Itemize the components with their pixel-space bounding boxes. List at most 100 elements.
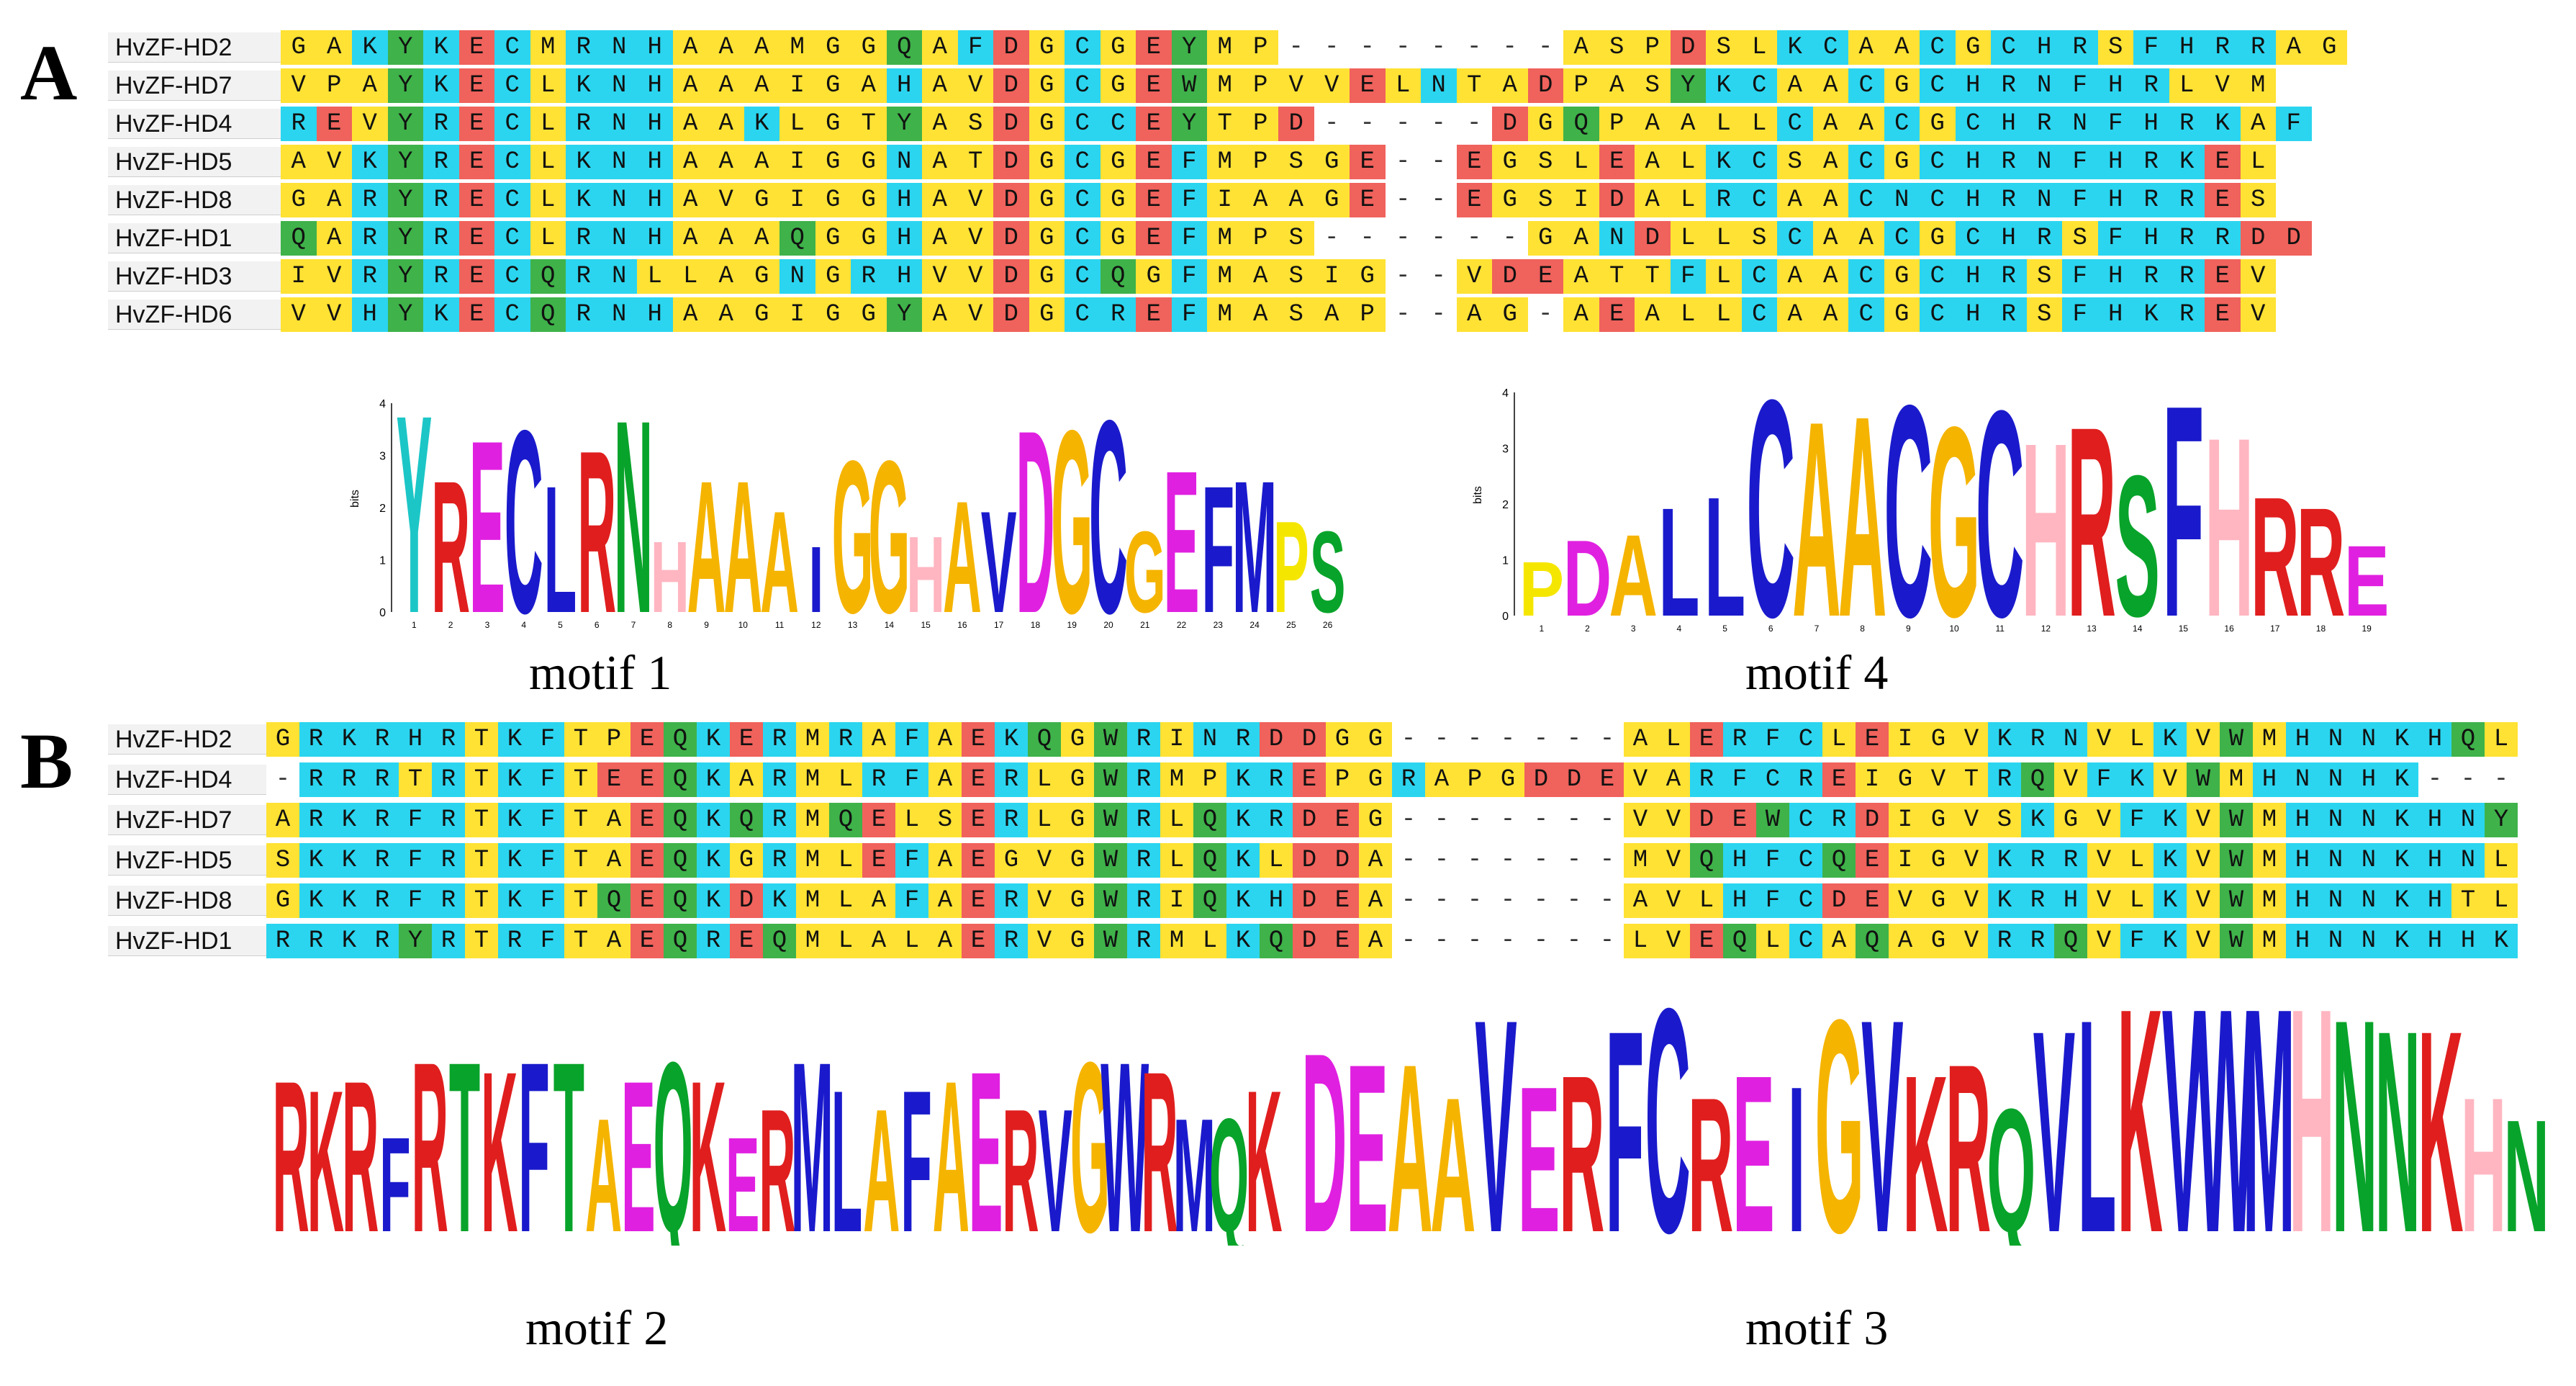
alignment-row: HvZF-HD4- R R R T R T K F T E E Q K A R M L R F A E R L G W R M P K R E…: [108, 762, 2518, 797]
residue-cell: T: [564, 883, 597, 918]
logo-position: 14: [2133, 624, 2143, 634]
logo-letter: F: [518, 1030, 549, 1246]
residue-cell: T: [564, 762, 597, 797]
residue-cell: G: [1100, 30, 1136, 65]
logo-position: 19: [1067, 620, 1077, 630]
residue-cell: M: [779, 30, 815, 65]
residue-cell: -: [1392, 924, 1425, 958]
residue-cell: C: [1065, 183, 1101, 217]
residue-cell: G: [1061, 843, 1094, 878]
residue-cell: A: [1624, 722, 1657, 757]
residue-cell: F: [399, 803, 432, 837]
residue-cell: C: [1789, 843, 1822, 878]
residue-cell: G: [744, 259, 779, 294]
residue-cell: P: [597, 722, 631, 757]
residue-cell: T: [465, 803, 498, 837]
logo-letter: V: [981, 482, 1017, 641]
residue-cell: K: [333, 843, 366, 878]
residue-cell: T: [1599, 259, 1635, 294]
logo-y-tick: 1: [1502, 555, 1509, 567]
logo-letter: A: [1792, 385, 1841, 644]
residue-cell: F: [399, 843, 432, 878]
residue-cell: H: [637, 145, 673, 179]
residue-cell: E: [1136, 68, 1172, 103]
residue-cell: V: [1314, 68, 1350, 103]
residue-cell: L: [829, 843, 862, 878]
residue-cell: A: [316, 183, 352, 217]
logo-letter: G: [1051, 396, 1093, 641]
residue-cell: R: [2026, 221, 2062, 256]
logo-letter: M: [791, 1030, 833, 1246]
residue-cell: Y: [2485, 803, 2518, 837]
residue-cell: C: [1756, 762, 1789, 797]
residue-cell: R: [1127, 883, 1160, 918]
residue-cell: A: [922, 183, 958, 217]
residue-cell: R: [1988, 924, 2021, 958]
logo-position: 16: [2224, 624, 2234, 634]
residue-cell: A: [922, 107, 958, 141]
residue-cell: H: [637, 107, 673, 141]
residue-cell: D: [1558, 762, 1591, 797]
residue-cell: S: [957, 107, 993, 141]
residue-cell: D: [1492, 107, 1528, 141]
residue-cell: R: [1260, 762, 1293, 797]
residue-cell: -: [1524, 803, 1558, 837]
residue-cell: C: [494, 183, 530, 217]
residue-cell: R: [862, 762, 895, 797]
logo-y-tick: 0: [1502, 611, 1509, 623]
residue-cell: R: [2169, 297, 2205, 332]
residue-cell: F: [895, 762, 928, 797]
residue-cell: K: [1226, 924, 1260, 958]
residue-cell: R: [2021, 722, 2054, 757]
residue-cell: R: [2169, 221, 2205, 256]
residue-cell: K: [1706, 68, 1742, 103]
residue-cell: A: [1624, 883, 1657, 918]
residue-cell: H: [637, 68, 673, 103]
residue-cell: E: [2205, 145, 2241, 179]
logo-y-tick: 4: [379, 398, 386, 410]
residue-cell: K: [423, 297, 459, 332]
residue-cell: -: [1350, 107, 1386, 141]
residue-cell: A: [1812, 107, 1848, 141]
residue-cell: A: [672, 68, 708, 103]
alignment-panel-b: HvZF-HD2 G R K R H R T K F T P E Q K E R M R A F A E K Q G W R I N R D D…: [108, 722, 2555, 996]
residue-cell: W: [1094, 843, 1127, 878]
residue-cell: N: [779, 259, 815, 294]
logo-position: 25: [1286, 620, 1296, 630]
residue-cell: R: [352, 259, 388, 294]
residue-cell: L: [1624, 924, 1657, 958]
residue-cell: H: [2133, 221, 2169, 256]
residue-cell: Q: [664, 883, 697, 918]
residue-cell: D: [1260, 722, 1293, 757]
logo-letter: E: [1346, 1014, 1388, 1246]
residue-cell: L: [1670, 183, 1706, 217]
residue-cell: C: [494, 145, 530, 179]
residue-cell: Q: [1822, 843, 1856, 878]
residue-cell: V: [957, 183, 993, 217]
residue-cell: L: [2120, 843, 2154, 878]
logo-letter: R: [342, 1037, 379, 1246]
residue-cell: F: [957, 30, 993, 65]
logo-position: 14: [885, 620, 895, 630]
logo-position: 15: [2179, 624, 2189, 634]
residue-cell: E: [458, 145, 494, 179]
residue-cell: G: [815, 259, 851, 294]
logo-position: 17: [2270, 624, 2280, 634]
residue-cell: C: [1848, 68, 1884, 103]
logo-position: 3: [1631, 624, 1636, 634]
residue-cell: A: [922, 297, 958, 332]
residue-cell: K: [697, 843, 730, 878]
residue-cell: K: [1988, 722, 2021, 757]
residue-cell: -: [1458, 924, 1491, 958]
residue-cell: R: [432, 924, 465, 958]
residue-cell: D: [993, 183, 1029, 217]
residue-cell: Y: [387, 183, 423, 217]
residue-cell: -: [1421, 107, 1457, 141]
residue-cell: -: [2451, 762, 2485, 797]
residue-cell: A: [281, 145, 317, 179]
residue-cell: A: [708, 297, 744, 332]
panel-label-b: B: [20, 717, 73, 805]
residue-cell: K: [333, 722, 366, 757]
